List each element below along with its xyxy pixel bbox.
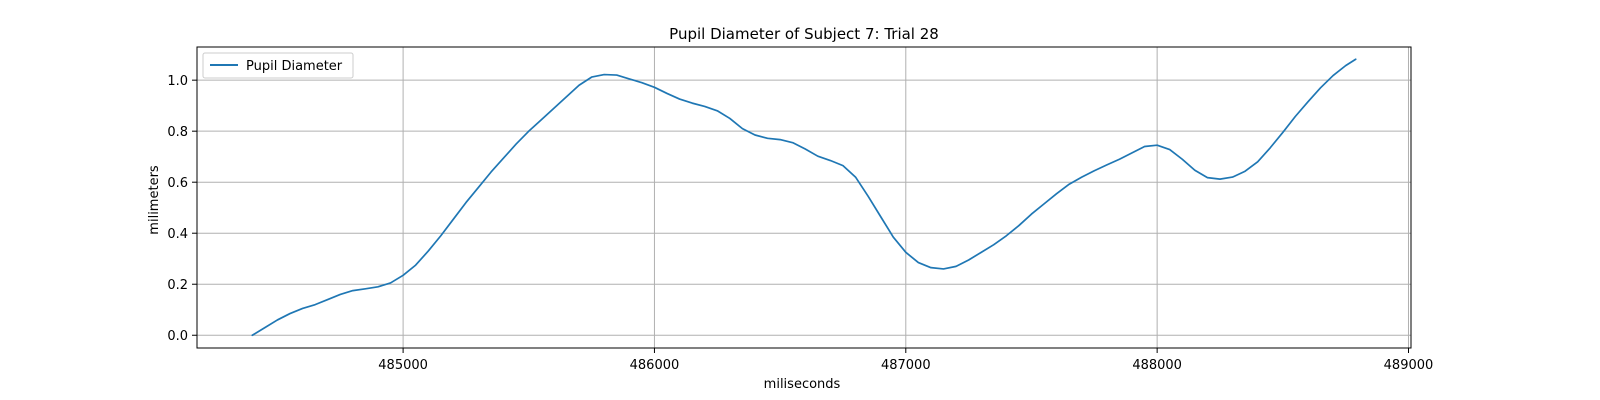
y-tick-label: 0.0 [167,329,188,344]
legend: Pupil Diameter [202,52,354,79]
y-tick-label: 1.0 [167,74,188,89]
series-line-pupil-diameter [251,58,1357,337]
legend-label-pupil-diameter: Pupil Diameter [246,59,343,74]
y-axis-label: milimeters [147,165,162,235]
y-tick-label: 0.6 [167,176,188,191]
y-tick-label: 0.2 [167,278,188,293]
x-tick-label: 489000 [1384,358,1434,373]
x-tick-label: 486000 [630,358,680,373]
y-tick-label: 0.4 [167,227,188,242]
plot-frame [196,46,1412,349]
x-axis-label: miliseconds [764,377,841,392]
grid-lines [197,47,1411,348]
legend-box [202,52,354,79]
x-tick-label: 488000 [1132,358,1182,373]
x-axis-ticks: 485000 486000 487000 488000 489000 [378,348,1433,373]
x-tick-label: 487000 [881,358,931,373]
chart-title: Pupil Diameter of Subject 7: Trial 28 [669,25,939,43]
y-tick-label: 0.8 [167,125,188,140]
x-tick-label: 485000 [378,358,428,373]
y-axis-ticks: 0.0 0.2 0.4 0.6 0.8 1.0 [167,74,197,344]
series-layer [251,58,1357,337]
